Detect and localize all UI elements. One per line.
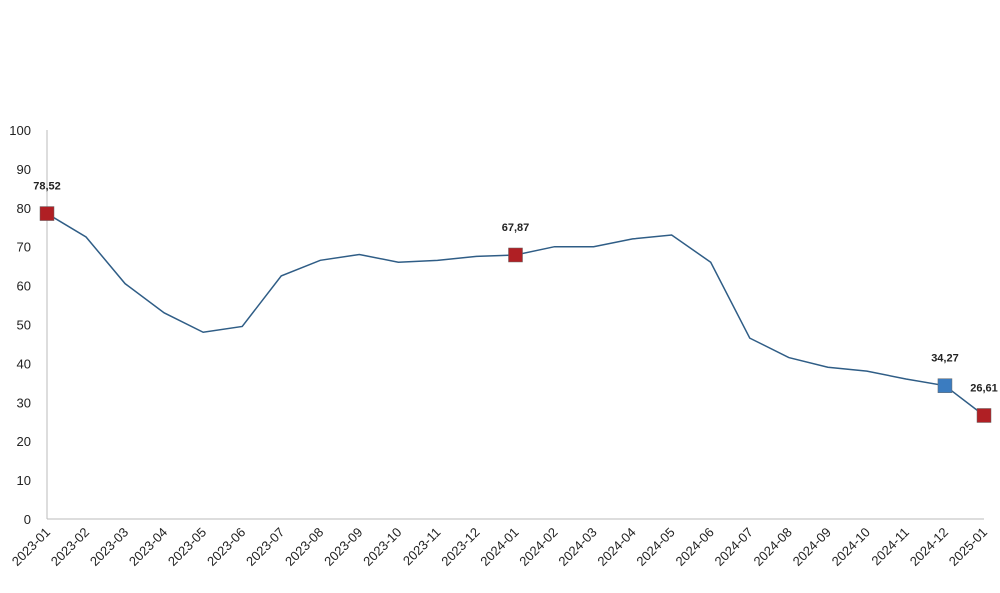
x-tick-label: 2024-08 <box>751 525 795 569</box>
marker <box>937 378 953 393</box>
marker <box>976 408 992 423</box>
marker <box>39 206 55 221</box>
y-tick-label: 50 <box>17 318 31 333</box>
y-tick-label: 100 <box>9 123 31 138</box>
x-tick-label: 2024-01 <box>477 525 521 569</box>
marker <box>508 247 523 263</box>
x-tick-label: 2025-01 <box>946 525 990 569</box>
value-label: 67,87 <box>502 222 530 234</box>
x-tick-label: 2023-07 <box>243 525 287 569</box>
value-label: 34,27 <box>931 353 959 365</box>
y-tick-label: 0 <box>24 512 31 527</box>
x-tick-label: 2024-03 <box>555 525 599 569</box>
x-tick-label: 2023-10 <box>360 525 404 569</box>
y-tick-label: 40 <box>17 356 31 371</box>
x-tick-label: 2023-02 <box>48 525 92 569</box>
value-label: 78,52 <box>33 181 61 193</box>
x-tick-label: 2023-01 <box>9 525 53 569</box>
x-tick-label: 2024-05 <box>633 525 677 569</box>
y-tick-label: 80 <box>17 201 31 216</box>
value-label: 26,61 <box>970 382 998 394</box>
y-tick-label: 60 <box>17 279 31 294</box>
x-tick-label: 2023-11 <box>400 525 444 569</box>
x-tick-label: 2024-10 <box>829 525 873 569</box>
x-tick-label: 2023-05 <box>165 525 209 569</box>
x-tick-label: 2024-07 <box>712 525 756 569</box>
y-tick-label: 10 <box>17 473 31 488</box>
x-tick-label: 2023-12 <box>438 525 482 569</box>
x-tick-label: 2024-02 <box>516 525 560 569</box>
x-tick-label: 2023-09 <box>321 525 365 569</box>
x-tick-label: 2023-03 <box>87 525 131 569</box>
x-tick-label: 2023-04 <box>126 525 170 569</box>
x-tick-label: 2024-09 <box>790 525 834 569</box>
x-tick-label: 2023-08 <box>282 525 326 569</box>
y-tick-label: 20 <box>17 434 31 449</box>
y-tick-label: 70 <box>17 240 31 255</box>
x-tick-label: 2024-06 <box>672 525 716 569</box>
y-tick-label: 30 <box>17 395 31 410</box>
x-tick-label: 2024-04 <box>594 525 638 569</box>
x-tick-label: 2023-06 <box>204 525 248 569</box>
x-tick-label: 2024-12 <box>907 525 951 569</box>
y-tick-label: 90 <box>17 162 31 177</box>
line <box>46 212 985 417</box>
x-tick-label: 2024-11 <box>868 525 912 569</box>
